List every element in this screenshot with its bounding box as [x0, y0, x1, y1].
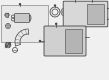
Circle shape: [65, 6, 66, 7]
Circle shape: [84, 36, 85, 37]
Bar: [87, 4, 104, 24]
FancyBboxPatch shape: [44, 26, 86, 56]
Circle shape: [39, 40, 41, 42]
Circle shape: [106, 18, 107, 19]
FancyBboxPatch shape: [15, 14, 29, 22]
FancyBboxPatch shape: [63, 1, 108, 27]
Circle shape: [106, 8, 107, 9]
Bar: [1, 5, 48, 42]
Circle shape: [56, 23, 57, 24]
Circle shape: [54, 5, 55, 6]
Bar: [65, 29, 82, 53]
